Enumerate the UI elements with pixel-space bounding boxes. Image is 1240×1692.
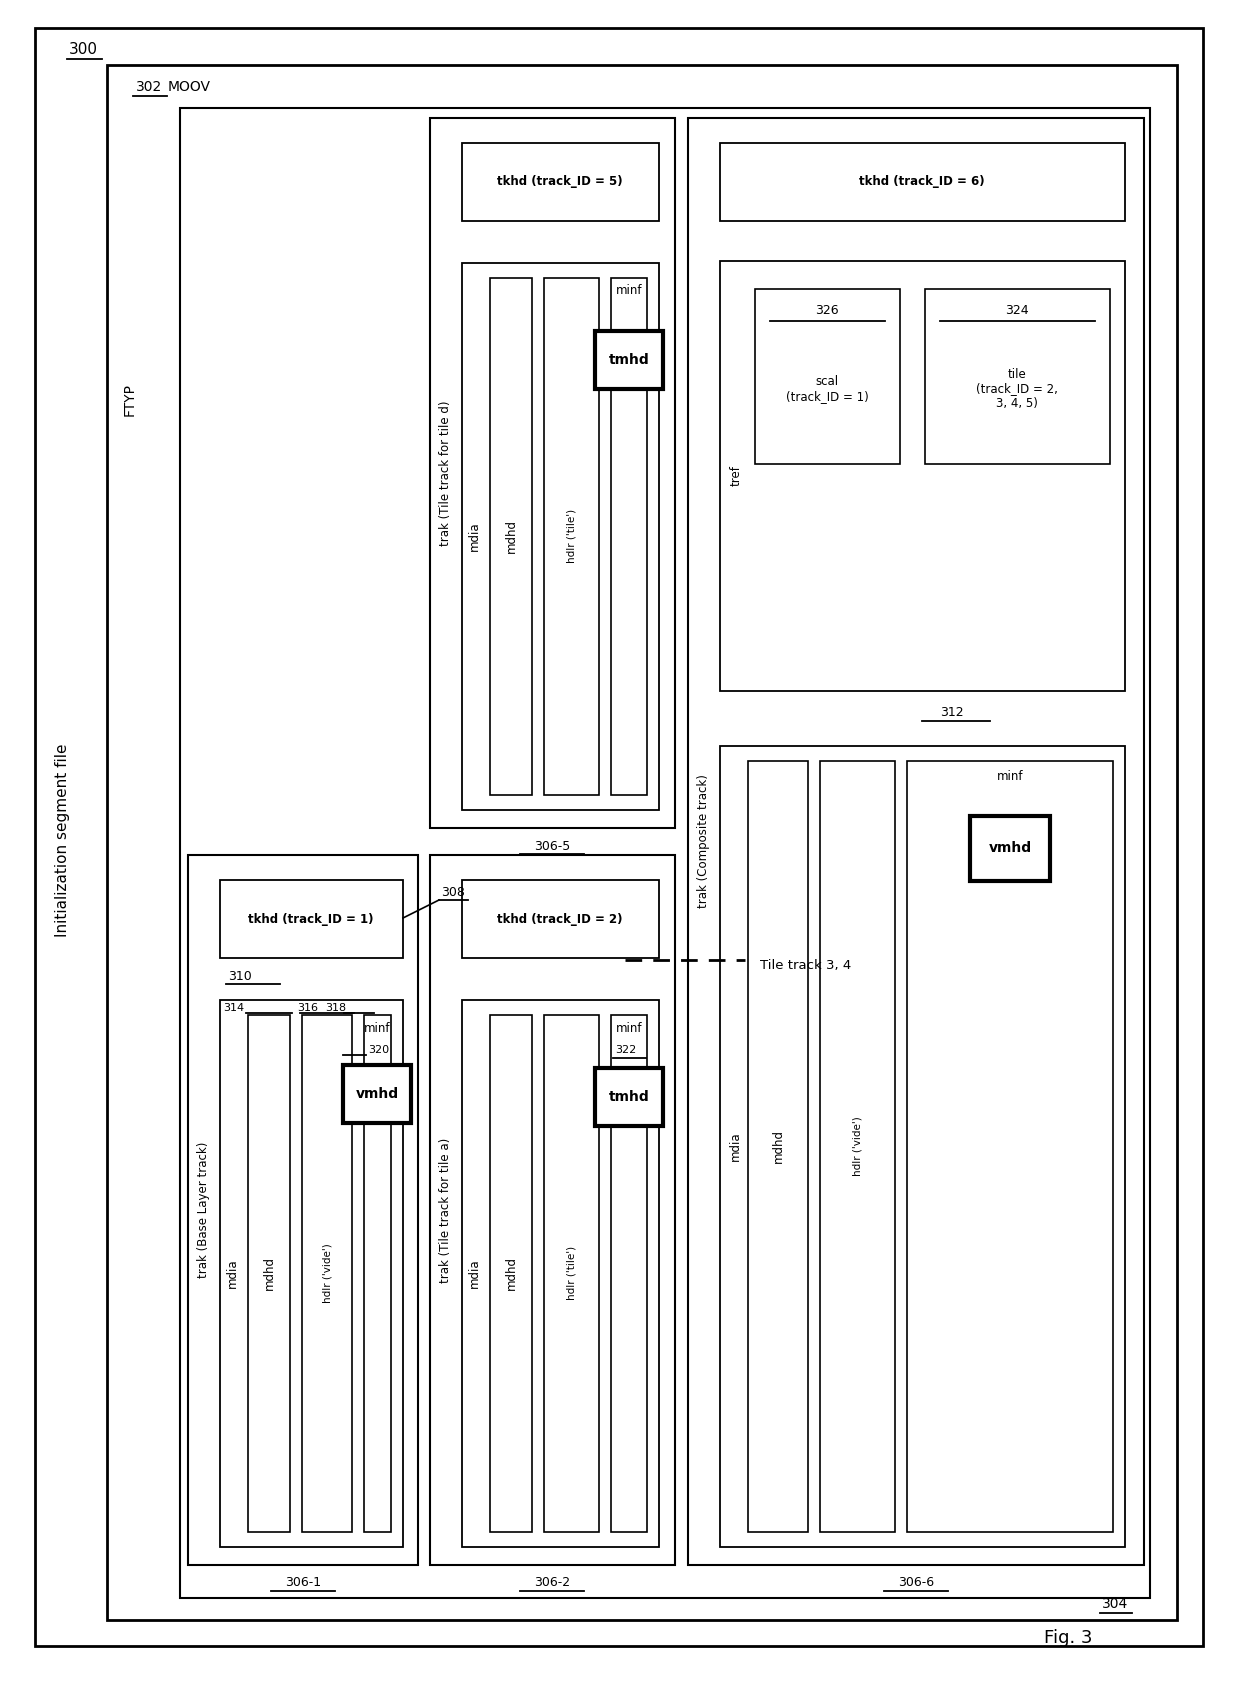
Text: minf: minf [616, 284, 642, 298]
Bar [219, 880, 403, 958]
Bar [463, 1000, 658, 1546]
Text: 306-6: 306-6 [898, 1577, 934, 1589]
Text: 322: 322 [615, 1046, 636, 1056]
Text: tkhd (track_ID = 6): tkhd (track_ID = 6) [859, 176, 985, 188]
Bar [720, 746, 1125, 1546]
Bar [188, 854, 418, 1565]
Bar [463, 262, 658, 810]
Bar [595, 332, 663, 389]
Bar [906, 761, 1114, 1531]
Text: 304: 304 [1102, 1597, 1128, 1611]
Text: tile
(track_ID = 2,
3, 4, 5): tile (track_ID = 2, 3, 4, 5) [976, 367, 1058, 411]
Text: vmhd: vmhd [988, 841, 1032, 854]
Text: tkhd (track_ID = 1): tkhd (track_ID = 1) [248, 912, 373, 926]
Text: Fig. 3: Fig. 3 [1044, 1629, 1092, 1646]
Text: 306-5: 306-5 [534, 839, 570, 853]
Bar [463, 144, 658, 222]
Bar [611, 1015, 647, 1531]
Text: 312: 312 [940, 707, 963, 719]
Text: 310: 310 [228, 970, 252, 983]
Bar [365, 1015, 391, 1531]
Text: scal
(track_ID = 1): scal (track_ID = 1) [786, 376, 868, 403]
Text: hdlr ('vide'): hdlr ('vide') [852, 1117, 862, 1176]
Text: mdhd: mdhd [505, 1255, 517, 1289]
Text: mdhd: mdhd [263, 1255, 275, 1289]
Bar [611, 277, 647, 795]
Bar [430, 854, 675, 1565]
Text: hdlr ('vide'): hdlr ('vide') [322, 1244, 332, 1303]
Text: 324: 324 [1006, 305, 1029, 318]
Text: tkhd (track_ID = 5): tkhd (track_ID = 5) [497, 176, 622, 188]
Bar [748, 761, 808, 1531]
Text: 326: 326 [815, 305, 838, 318]
Bar [248, 1015, 290, 1531]
Bar [490, 277, 532, 795]
Text: trak (Base Layer track): trak (Base Layer track) [196, 1142, 210, 1277]
Bar [925, 289, 1110, 464]
Text: 306-1: 306-1 [285, 1577, 321, 1589]
Text: 308: 308 [441, 885, 465, 898]
Text: 306-2: 306-2 [534, 1577, 570, 1589]
Text: minf: minf [363, 1022, 391, 1034]
Text: FTYP: FTYP [123, 384, 136, 416]
Text: vmhd: vmhd [356, 1086, 398, 1101]
Text: mdhd: mdhd [505, 519, 517, 553]
Bar [107, 64, 1177, 1619]
Bar [180, 108, 1149, 1597]
Text: tkhd (track_ID = 2): tkhd (track_ID = 2) [497, 912, 622, 926]
Text: MOOV: MOOV [167, 80, 211, 95]
Text: mdia: mdia [467, 521, 481, 552]
Bar [544, 1015, 599, 1531]
Bar [720, 144, 1125, 222]
Text: 302: 302 [136, 80, 162, 95]
Bar [430, 118, 675, 827]
Bar [970, 816, 1050, 882]
Bar [595, 1068, 663, 1125]
Bar [463, 880, 658, 958]
Bar [544, 277, 599, 795]
Bar [303, 1015, 352, 1531]
Text: tref: tref [729, 465, 743, 486]
Bar [820, 761, 895, 1531]
Text: hdlr ('tile'): hdlr ('tile') [565, 1245, 577, 1299]
Text: 300: 300 [68, 42, 98, 58]
Text: trak (Tile track for tile d): trak (Tile track for tile d) [439, 401, 451, 547]
Text: Initialization segment file: Initialization segment file [56, 743, 71, 937]
Text: Tile track 3, 4: Tile track 3, 4 [760, 958, 851, 971]
Bar [688, 118, 1145, 1565]
Text: 320: 320 [368, 1046, 389, 1056]
Text: mdia: mdia [467, 1259, 481, 1288]
Text: mdia: mdia [226, 1259, 238, 1288]
Bar [343, 1064, 410, 1123]
Text: hdlr ('tile'): hdlr ('tile') [565, 509, 577, 563]
Text: tmhd: tmhd [609, 1090, 650, 1103]
Bar [755, 289, 900, 464]
Text: minf: minf [616, 1022, 642, 1034]
Text: 316: 316 [298, 1003, 317, 1014]
Text: mdhd: mdhd [771, 1129, 785, 1162]
Text: trak (Tile track for tile a): trak (Tile track for tile a) [439, 1137, 451, 1283]
Text: 314: 314 [223, 1003, 244, 1014]
Bar [720, 261, 1125, 690]
Bar [219, 1000, 403, 1546]
Text: mdia: mdia [729, 1132, 742, 1161]
Text: minf: minf [997, 770, 1023, 782]
Text: 318: 318 [325, 1003, 346, 1014]
Text: trak (Composite track): trak (Composite track) [697, 773, 709, 909]
Text: tmhd: tmhd [609, 354, 650, 367]
Bar [490, 1015, 532, 1531]
